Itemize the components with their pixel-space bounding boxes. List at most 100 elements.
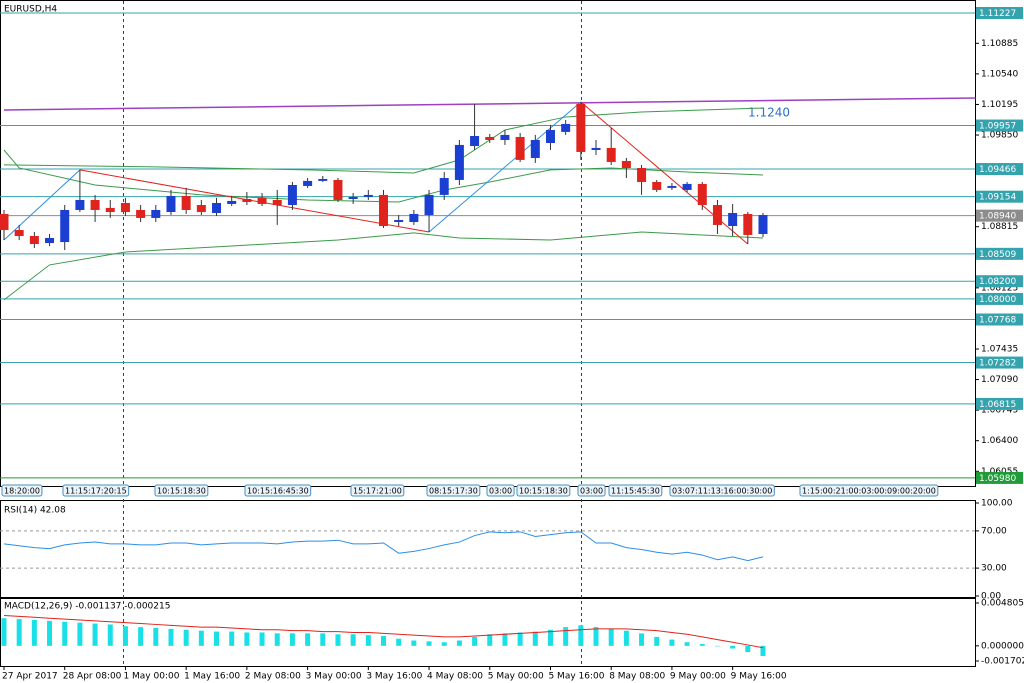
level-line-label: 1.07768 [979, 315, 1016, 325]
macd-bar [320, 633, 326, 646]
time-label: 10:15:18:30 [157, 487, 206, 496]
candle-body [591, 147, 601, 150]
candle-body [454, 144, 464, 180]
candle-body [242, 198, 252, 203]
candle-body [485, 136, 495, 140]
time-label-box [669, 484, 775, 497]
y-tick-label: 0.00 [981, 592, 1001, 602]
macd-bar [487, 634, 493, 646]
candle-body [227, 200, 237, 204]
macd-bar [335, 634, 341, 646]
time-label: 15:17:21:00 [353, 487, 402, 496]
candle-body [667, 185, 677, 188]
candle-body [75, 199, 85, 210]
current-price-label: 1.08940 [979, 212, 1016, 222]
candle-body [212, 202, 222, 213]
macd-bar [563, 627, 569, 646]
y-tick-label: 1.08125 [981, 283, 1018, 293]
x-tick-label: 27 Apr 2017 [2, 672, 58, 682]
level-line-label: 1.09957 [979, 122, 1016, 132]
candle-body [621, 160, 631, 168]
macd-bar [183, 629, 189, 646]
x-tick-label: 5 May 00:00 [488, 672, 544, 682]
y-tick-label: 1.10885 [981, 39, 1018, 49]
time-label: 11:15:17:20:15 [65, 487, 127, 496]
time-label: 03:00 [489, 487, 512, 496]
macd-bar [730, 645, 736, 649]
y-tick-label: 1.08815 [981, 222, 1018, 232]
candle-body [409, 213, 419, 223]
candle-body [530, 139, 540, 158]
candle-body [272, 199, 282, 206]
y-tick-label: 1.07090 [981, 375, 1018, 385]
x-tick-label: 3 May 00:00 [306, 672, 362, 682]
level-line-label: 1.06815 [979, 400, 1016, 410]
macd-bar [107, 624, 113, 646]
zigzag-segment [3, 169, 81, 241]
level-line-label: 1.09466 [979, 165, 1016, 175]
time-label: 03:07:11:13:16:00:30:00 [672, 487, 772, 496]
time-label-box [154, 484, 209, 497]
time-label-box [799, 484, 939, 497]
time-label-box [516, 484, 571, 497]
time-label-box [1, 484, 43, 497]
rsi-line [3, 531, 764, 562]
y-tick-label: 0.000000 [981, 641, 1024, 651]
macd-bar [365, 635, 371, 646]
level-line-box [976, 397, 1023, 410]
main-panel [0, 0, 976, 487]
zigzag-segment [428, 101, 582, 233]
candle-body [257, 197, 267, 204]
macd-bar [214, 631, 220, 646]
macd-bar [608, 628, 614, 646]
level-line-label: 1.09154 [979, 193, 1016, 203]
candle-body [0, 213, 9, 231]
candle-body [333, 179, 343, 200]
level-line-box [976, 7, 1023, 20]
candle-body [151, 209, 161, 218]
candle-body [652, 181, 662, 190]
bollinger-band [3, 231, 764, 301]
candle-body [29, 236, 39, 244]
level-line-label: 1.11227 [979, 9, 1016, 19]
macd-bar [502, 633, 508, 646]
macd-bar [198, 630, 204, 646]
candle-body [60, 209, 70, 243]
candle-body [181, 195, 191, 210]
x-tick-label: 9 May 00:00 [670, 672, 726, 682]
candle-body [379, 194, 388, 227]
time-label-box [350, 484, 405, 497]
macd-bar [229, 631, 235, 646]
y-tick-label: 30.00 [981, 564, 1007, 574]
candle-body [743, 213, 753, 235]
level-line-label: 1.08000 [979, 295, 1016, 305]
y-tick-label: 1.10540 [981, 69, 1018, 79]
macd-bar [350, 634, 356, 646]
time-label-box [426, 484, 481, 497]
candle-body [728, 212, 738, 227]
macd-bar [274, 633, 280, 646]
candle-body [45, 237, 55, 244]
macd-bar [639, 633, 645, 646]
x-tick-label: 3 May 16:00 [366, 672, 422, 682]
time-label: 08:15:17:30 [429, 487, 478, 496]
x-tick-label: 1 May 00:00 [123, 672, 179, 682]
candle-body [394, 219, 404, 223]
candle-body [637, 167, 647, 182]
macd-bar [92, 623, 98, 646]
level-line-box [976, 275, 1023, 288]
macd-bar [289, 633, 295, 646]
macd-bar [168, 628, 174, 646]
time-label: 1:15:00:21:00:03:00:09:00:20:00 [802, 487, 936, 496]
macd-bar [593, 627, 599, 646]
candle-body [14, 230, 24, 237]
candle-body [470, 135, 480, 147]
signal-line [3, 615, 764, 649]
level-line-box [976, 163, 1023, 176]
macd-bar [122, 626, 128, 646]
time-label: 03:00 [580, 487, 603, 496]
macd-bar [259, 632, 265, 646]
rsi-panel [0, 500, 976, 598]
macd-bar [623, 630, 629, 646]
